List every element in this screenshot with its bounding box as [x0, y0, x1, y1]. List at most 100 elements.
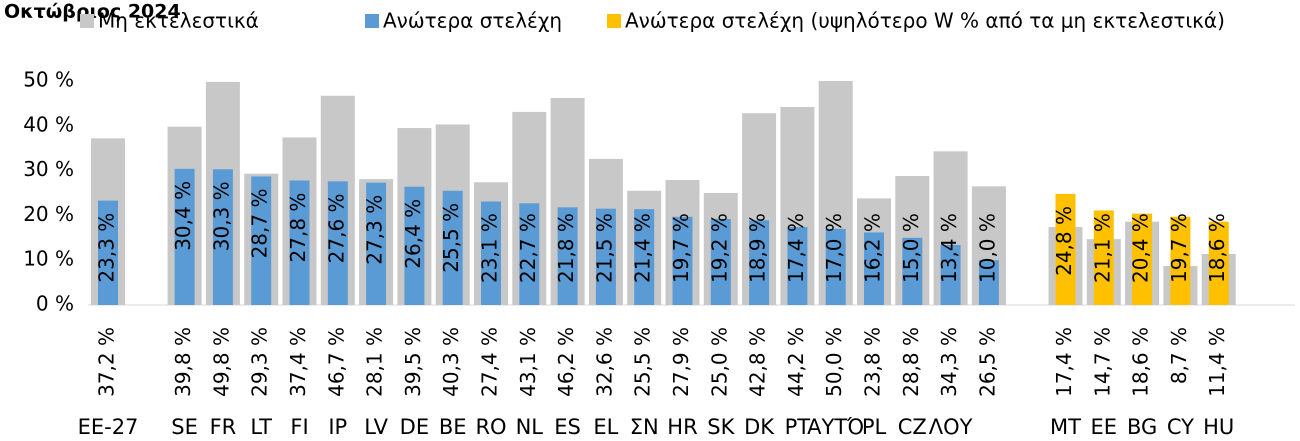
bar — [672, 216, 693, 305]
x-tick-label: RO — [475, 415, 506, 439]
x-tick-label: DE — [400, 415, 429, 439]
value-label: 23,3 % — [95, 213, 119, 283]
value-label: 22,7 % — [516, 213, 540, 283]
value-label: 18,6 % — [1205, 213, 1229, 283]
value-label: 46,7 % — [324, 327, 348, 397]
bar — [787, 227, 808, 305]
value-label: 27,9 % — [669, 327, 693, 397]
x-tick-label: SK — [707, 415, 735, 439]
value-label: 27,3 % — [363, 195, 387, 265]
value-label: 24,8 % — [1052, 206, 1076, 276]
x-tick-label: HU — [1203, 415, 1234, 439]
bar — [825, 228, 846, 305]
value-label: 15,0 % — [899, 213, 923, 283]
bar — [98, 200, 118, 305]
value-label: 28,7 % — [248, 189, 272, 259]
value-label: 8,7 % — [1167, 327, 1191, 384]
value-label: 27,4 % — [478, 327, 502, 397]
value-label: 17,4 % — [784, 213, 808, 283]
value-label: 34,3 % — [937, 327, 961, 397]
y-tick-label: 10 % — [23, 247, 74, 271]
bar — [519, 203, 540, 305]
value-label: 27,8 % — [286, 193, 310, 263]
x-tick-label: MT — [1050, 415, 1081, 439]
value-label: 25,5 % — [439, 203, 463, 273]
value-label: 28,8 % — [899, 327, 923, 397]
value-label: 19,2 % — [707, 213, 731, 283]
bar — [442, 190, 463, 305]
x-tick-label: NL — [516, 415, 544, 439]
y-tick-label: 30 % — [23, 157, 74, 181]
x-tick-label: CZ — [898, 415, 927, 439]
x-tick-label: PL — [862, 415, 887, 439]
value-label: 19,7 % — [669, 213, 693, 283]
bar — [212, 169, 233, 305]
x-tick-label: PT — [785, 415, 811, 439]
x-tick-label: FI — [290, 415, 308, 439]
value-label: 49,8 % — [209, 327, 233, 397]
x-tick-label: LV — [364, 415, 388, 439]
x-tick-label: FR — [210, 415, 237, 439]
value-label: 17,4 % — [1052, 327, 1076, 397]
y-tick-label: 0 % — [36, 292, 74, 316]
bar — [940, 244, 961, 305]
y-tick-label: 40 % — [23, 112, 74, 136]
value-label: 14,7 % — [1090, 327, 1114, 397]
value-label: 37,2 % — [95, 327, 119, 397]
x-tick-label: EE — [1091, 415, 1118, 439]
x-tick-label: IP — [328, 415, 347, 439]
legend-swatch — [607, 14, 621, 28]
value-label: 27,6 % — [324, 193, 348, 263]
bar — [251, 176, 272, 305]
value-label: 37,4 % — [286, 327, 310, 397]
x-tick-label: BE — [439, 415, 467, 439]
bar — [1055, 193, 1076, 305]
bar — [749, 220, 770, 305]
value-label: 26,4 % — [401, 199, 425, 269]
value-label: 46,2 % — [554, 327, 578, 397]
value-label: 20,4 % — [1129, 213, 1153, 283]
value-label: 30,4 % — [171, 181, 195, 251]
value-label: 25,0 % — [707, 327, 731, 397]
legend-label: Ανώτερα στελέχη — [383, 9, 562, 33]
bar — [864, 232, 884, 305]
value-label: 19,7 % — [1167, 213, 1191, 283]
bar — [1132, 213, 1153, 305]
x-tick-label: HR — [667, 415, 697, 439]
bar — [174, 168, 195, 305]
x-tick-label: BG — [1127, 415, 1157, 439]
legend-swatch — [365, 14, 379, 28]
bar — [481, 201, 501, 305]
legend-label: Ανώτερα στελέχη (υψηλότερο W % από τα μη… — [625, 9, 1225, 33]
value-label: 39,8 % — [171, 327, 195, 397]
bar — [1208, 221, 1229, 305]
value-label: 40,3 % — [439, 327, 463, 397]
bar — [327, 181, 348, 305]
value-label: 50,0 % — [822, 327, 846, 397]
x-tick-label: ΛΟΥ — [929, 415, 973, 439]
bar — [710, 218, 731, 305]
value-label: 13,4 % — [937, 213, 961, 283]
x-tick-label: EL — [593, 415, 618, 439]
value-label: 28,1 % — [363, 327, 387, 397]
bar — [634, 209, 655, 305]
legend-swatch — [80, 14, 94, 28]
value-label: 18,6 % — [1129, 327, 1153, 397]
x-tick-label: DK — [744, 415, 775, 439]
x-tick-label: CY — [1167, 415, 1194, 439]
x-tick-label: ES — [554, 415, 581, 439]
value-label: 39,5 % — [401, 327, 425, 397]
bar — [978, 260, 999, 305]
value-label: 32,6 % — [592, 327, 616, 397]
value-label: 10,0 % — [975, 213, 999, 283]
value-label: 25,5 % — [631, 327, 655, 397]
value-label: 42,8 % — [746, 327, 770, 397]
bar — [902, 237, 923, 305]
x-tick-label: ΣΝ — [630, 415, 659, 439]
value-label: 21,4 % — [631, 213, 655, 283]
bar — [595, 208, 616, 305]
bar — [1170, 216, 1191, 305]
value-label: 11,4 % — [1205, 327, 1229, 397]
value-label: 18,9 % — [746, 213, 770, 283]
